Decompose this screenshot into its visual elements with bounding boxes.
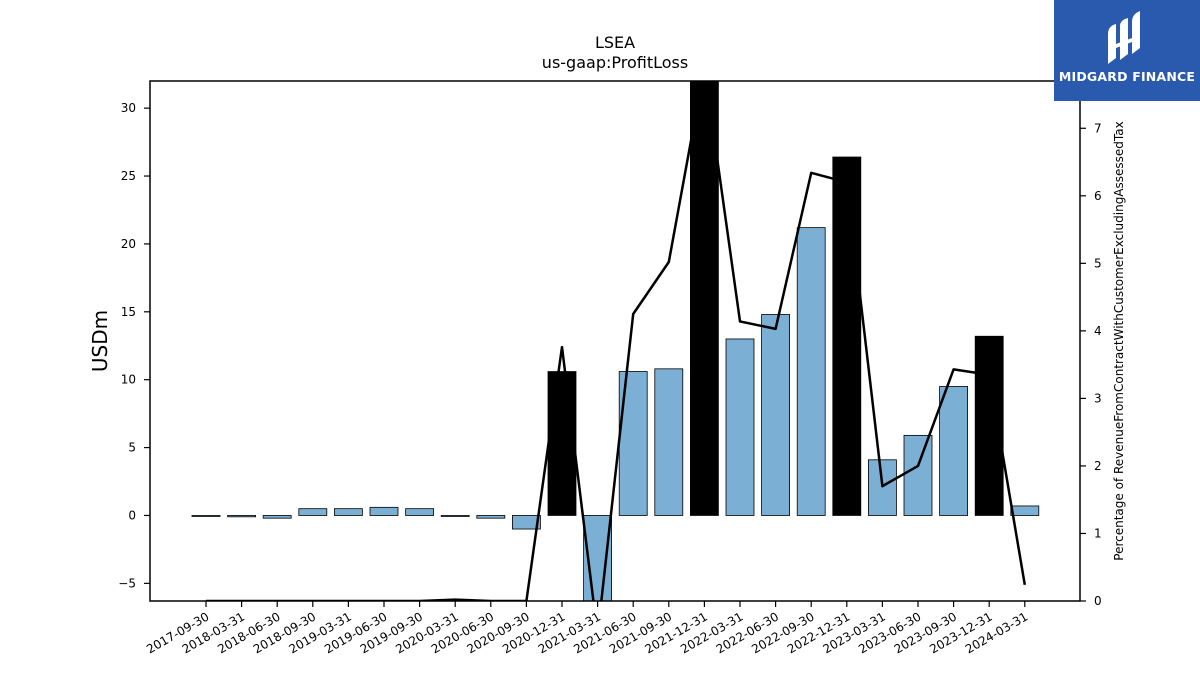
bar-2019-06-30 (369, 506, 399, 516)
bar-2018-06-30 (262, 515, 292, 519)
bar-2018-09-30 (298, 508, 328, 516)
y-tick-label: 10 (121, 373, 136, 387)
bar-2024-03-31 (1010, 505, 1040, 516)
bar-2018-03-31 (227, 515, 257, 518)
bars-group (191, 81, 1040, 601)
y-tick-label: −5 (118, 576, 136, 590)
y2-tick-label: 3 (1094, 391, 1102, 405)
y2-axis-label: Percentage of RevenueFromContractWithCus… (1112, 121, 1126, 560)
ratio-line-group (206, 81, 1027, 601)
bar-2022-03-31 (725, 338, 755, 516)
y2-tick-label: 2 (1094, 459, 1102, 473)
bar-2022-12-31 (832, 156, 862, 516)
chart-subtitle: us-gaap:ProfitLoss (542, 53, 688, 72)
bar-2021-09-30 (654, 368, 684, 516)
y-axis-left: −5 0 5 10 15 20 25 30 (118, 101, 150, 590)
y-tick-label: 25 (121, 169, 136, 183)
y-tick-label: 5 (128, 441, 136, 455)
bar-2020-12-31 (547, 371, 577, 516)
bar-2020-06-30 (476, 515, 506, 519)
y2-tick-label: 7 (1094, 121, 1102, 135)
y2-tick-label: 4 (1094, 324, 1102, 338)
bar-2017-09-30 (191, 515, 221, 517)
bar-2020-03-31 (440, 515, 470, 517)
bar-2023-06-30 (903, 434, 933, 516)
chart-title: LSEA (595, 33, 635, 52)
bar-2019-09-30 (405, 508, 435, 516)
bar-2021-12-31 (690, 81, 719, 516)
bar-2019-03-31 (333, 508, 363, 516)
y-tick-label: 15 (121, 305, 136, 319)
bar-2020-09-30 (512, 515, 541, 530)
y2-tick-label: 6 (1094, 189, 1102, 203)
bar-2023-09-30 (939, 386, 968, 516)
y2-tick-label: 0 (1094, 594, 1102, 608)
ratio-line (206, 81, 1027, 601)
y2-tick-label: 5 (1094, 256, 1102, 270)
y-axis-label: USDm (88, 310, 112, 372)
brand-name: MIDGARD FINANCE (1058, 69, 1196, 84)
x-axis: 2017-09-302018-03-312018-06-302018-09-30… (144, 601, 1030, 656)
brand-logo: MIDGARD FINANCE (1054, 0, 1200, 101)
bar-2022-06-30 (761, 314, 790, 516)
bar-2021-06-30 (618, 371, 648, 516)
plot-frame (149, 80, 1081, 602)
y-tick-label: 20 (121, 237, 136, 251)
midgard-logo-icon (1108, 11, 1140, 64)
y-axis-right: 0 1 2 3 4 5 6 7 (1080, 121, 1102, 608)
y2-tick-label: 1 (1094, 526, 1102, 540)
y-tick-label: 30 (121, 101, 136, 115)
bar-2023-03-31 (868, 459, 897, 516)
y-tick-label: 0 (128, 508, 136, 522)
bar-2022-09-30 (796, 227, 826, 516)
